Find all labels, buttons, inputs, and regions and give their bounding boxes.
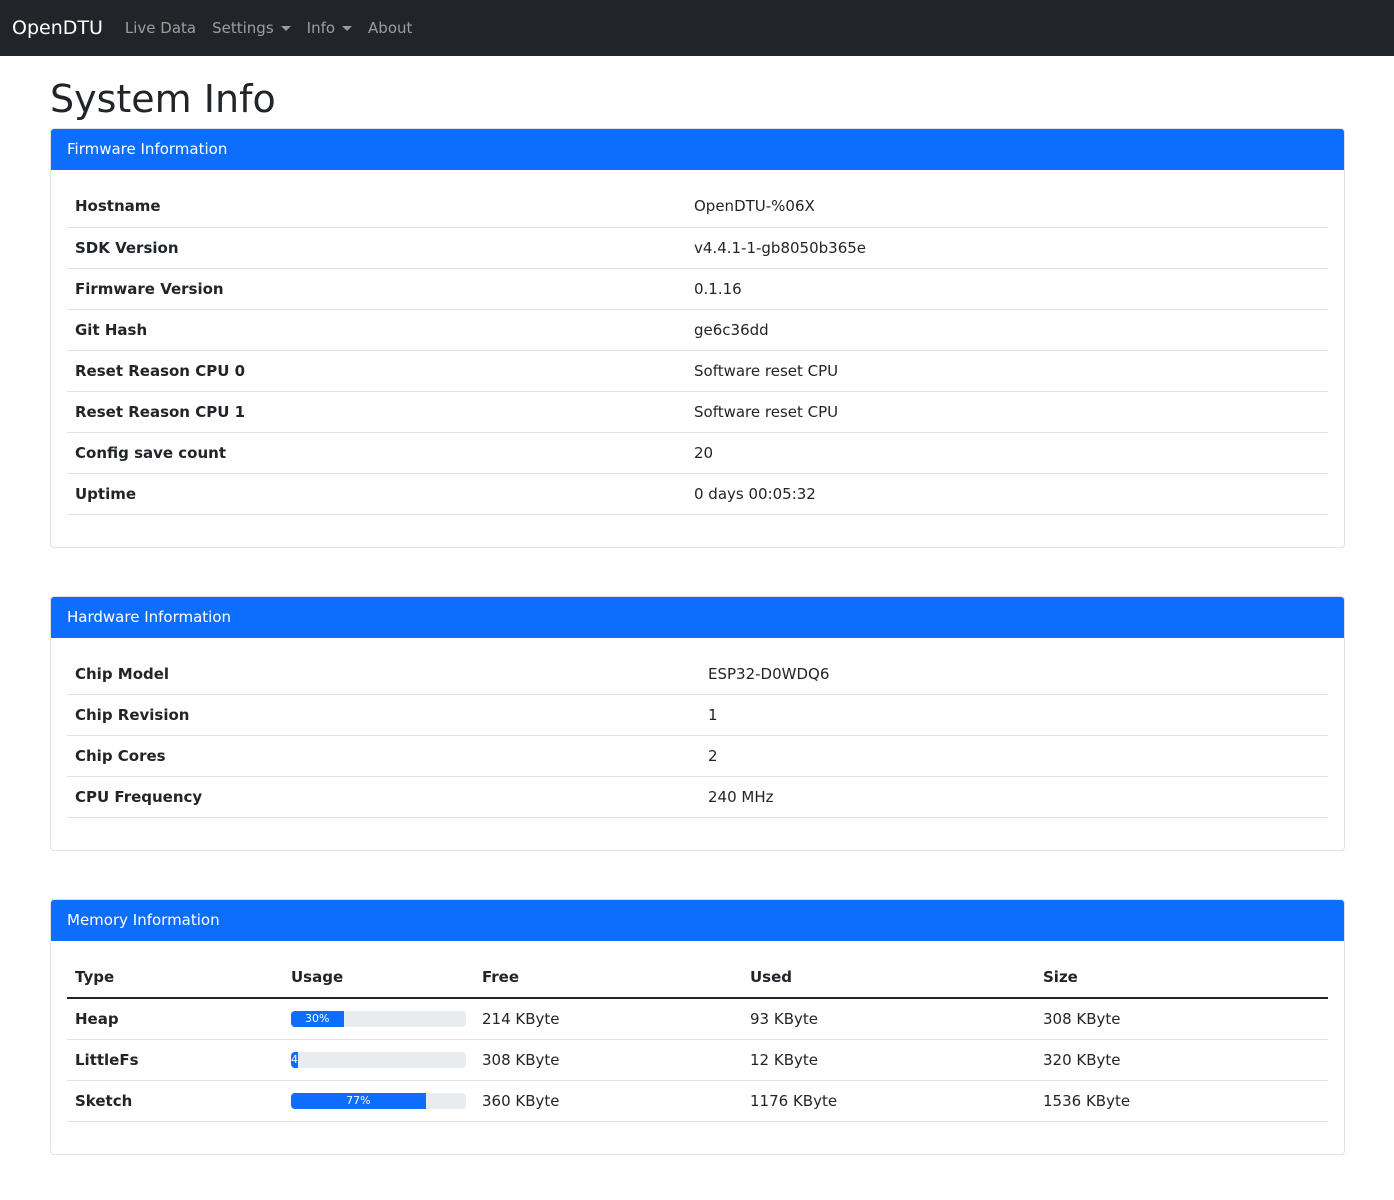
- row-label: Reset Reason CPU 1: [67, 391, 686, 433]
- col-type: Type: [67, 957, 283, 999]
- memory-used: 12 KByte: [742, 1039, 1035, 1081]
- table-row: SDK Version v4.4.1-1-gb8050b365e: [67, 227, 1328, 269]
- nav-label: Settings: [212, 19, 274, 37]
- row-label: Chip Revision: [67, 694, 700, 736]
- nav-settings-dropdown[interactable]: Settings: [212, 19, 291, 37]
- hardware-card: Hardware Information Chip Model ESP32-D0W…: [50, 595, 1345, 851]
- row-label: SDK Version: [67, 227, 686, 269]
- firmware-table: Hostname OpenDTU-%06X SDK Version v4.4.1-1-…: [67, 186, 1328, 515]
- nav-label: Live Data: [124, 19, 197, 37]
- row-value: 240 MHz: [700, 776, 1328, 818]
- row-value: ESP32-D0WDQ6: [700, 653, 1328, 695]
- col-used: Used: [742, 957, 1035, 999]
- memory-free: 360 KByte: [474, 1080, 742, 1122]
- brand-link[interactable]: OpenDTU: [12, 17, 103, 39]
- hardware-table: Chip Model ESP32-D0WDQ6 Chip Revision 1 Chip…: [67, 653, 1328, 818]
- card-header: Memory Information: [51, 900, 1344, 941]
- main-content: System Info Firmware Information Hostnam…: [50, 56, 1345, 1155]
- usage-progress: 4%: [291, 1051, 466, 1068]
- memory-free: 308 KByte: [474, 1039, 742, 1081]
- table-row: Sketch 77% 360 KByte 1176 KByte 1536 KBy…: [67, 1080, 1328, 1122]
- table-row: Uptime 0 days 00:05:32: [67, 473, 1328, 515]
- table-row: Hostname OpenDTU-%06X: [67, 186, 1328, 228]
- memory-type: Sketch: [67, 1080, 283, 1122]
- row-label: Reset Reason CPU 0: [67, 350, 686, 392]
- navbar: OpenDTU Live Data Settings Info About: [0, 0, 1394, 56]
- row-value: ge6c36dd: [686, 309, 1328, 351]
- row-value: Software reset CPU: [686, 391, 1328, 433]
- col-usage: Usage: [283, 957, 474, 999]
- caret-down-icon: [342, 25, 353, 31]
- memory-card: Memory Information Type Usage Free Used …: [50, 899, 1345, 1155]
- nav-live-data[interactable]: Live Data: [125, 19, 196, 37]
- nav-label: Info: [306, 19, 336, 37]
- usage-progress-bar: 77%: [291, 1092, 426, 1109]
- nav-about[interactable]: About: [368, 19, 412, 37]
- table-row: Heap 30% 214 KByte 93 KByte 308 KByte: [67, 998, 1328, 1040]
- memory-type: Heap: [67, 998, 283, 1040]
- card-header: Hardware Information: [51, 596, 1344, 638]
- table-row: Chip Cores 2: [67, 735, 1328, 777]
- memory-size: 320 KByte: [1035, 1039, 1328, 1081]
- row-label: Chip Model: [67, 653, 700, 695]
- row-label: Config save count: [67, 432, 686, 474]
- memory-used: 1176 KByte: [742, 1080, 1035, 1122]
- nav-label: About: [368, 19, 413, 37]
- memory-free: 214 KByte: [474, 998, 742, 1040]
- table-header-row: Type Usage Free Used Size: [67, 957, 1328, 999]
- row-label: Chip Cores: [67, 735, 700, 777]
- table-row: Reset Reason CPU 1 Software reset CPU: [67, 391, 1328, 433]
- row-value: 2: [700, 735, 1328, 777]
- row-label: Firmware Version: [67, 268, 686, 310]
- nav-info-dropdown[interactable]: Info: [306, 19, 353, 37]
- row-value: 20: [686, 432, 1328, 474]
- row-value: 0.1.16: [686, 268, 1328, 310]
- usage-progress-bar: 30%: [291, 1010, 344, 1027]
- row-label: Git Hash: [67, 309, 686, 351]
- table-row: Git Hash ge6c36dd: [67, 309, 1328, 351]
- row-value: Software reset CPU: [686, 350, 1328, 392]
- col-size: Size: [1035, 957, 1328, 999]
- memory-size: 308 KByte: [1035, 998, 1328, 1040]
- col-free: Free: [474, 957, 742, 999]
- row-value: v4.4.1-1-gb8050b365e: [686, 227, 1328, 269]
- row-label: Uptime: [67, 473, 686, 515]
- table-row: Chip Revision 1: [67, 694, 1328, 736]
- table-row: Reset Reason CPU 0 Software reset CPU: [67, 350, 1328, 392]
- memory-size: 1536 KByte: [1035, 1080, 1328, 1122]
- memory-type: LittleFs: [67, 1039, 283, 1081]
- row-value: 1: [700, 694, 1328, 736]
- row-value: 0 days 00:05:32: [686, 473, 1328, 515]
- usage-progress: 30%: [291, 1010, 466, 1027]
- usage-progress: 77%: [291, 1092, 466, 1109]
- page-title: System Info: [50, 77, 276, 121]
- row-label: CPU Frequency: [67, 776, 700, 818]
- caret-down-icon: [280, 25, 291, 31]
- table-row: CPU Frequency 240 MHz: [67, 776, 1328, 818]
- usage-progress-bar: 4%: [291, 1051, 298, 1068]
- card-header: Firmware Information: [51, 129, 1344, 170]
- table-row: Config save count 20: [67, 432, 1328, 474]
- firmware-card: Firmware Information Hostname OpenDTU-%06…: [50, 128, 1345, 548]
- table-row: LittleFs 4% 308 KByte 12 KByte 320 KByte: [67, 1039, 1328, 1081]
- memory-used: 93 KByte: [742, 998, 1035, 1040]
- row-value: OpenDTU-%06X: [686, 186, 1328, 228]
- table-row: Firmware Version 0.1.16: [67, 268, 1328, 310]
- row-label: Hostname: [67, 186, 686, 228]
- memory-table: Type Usage Free Used Size Heap 30% 214 K…: [67, 957, 1328, 1122]
- table-row: Chip Model ESP32-D0WDQ6: [67, 653, 1328, 695]
